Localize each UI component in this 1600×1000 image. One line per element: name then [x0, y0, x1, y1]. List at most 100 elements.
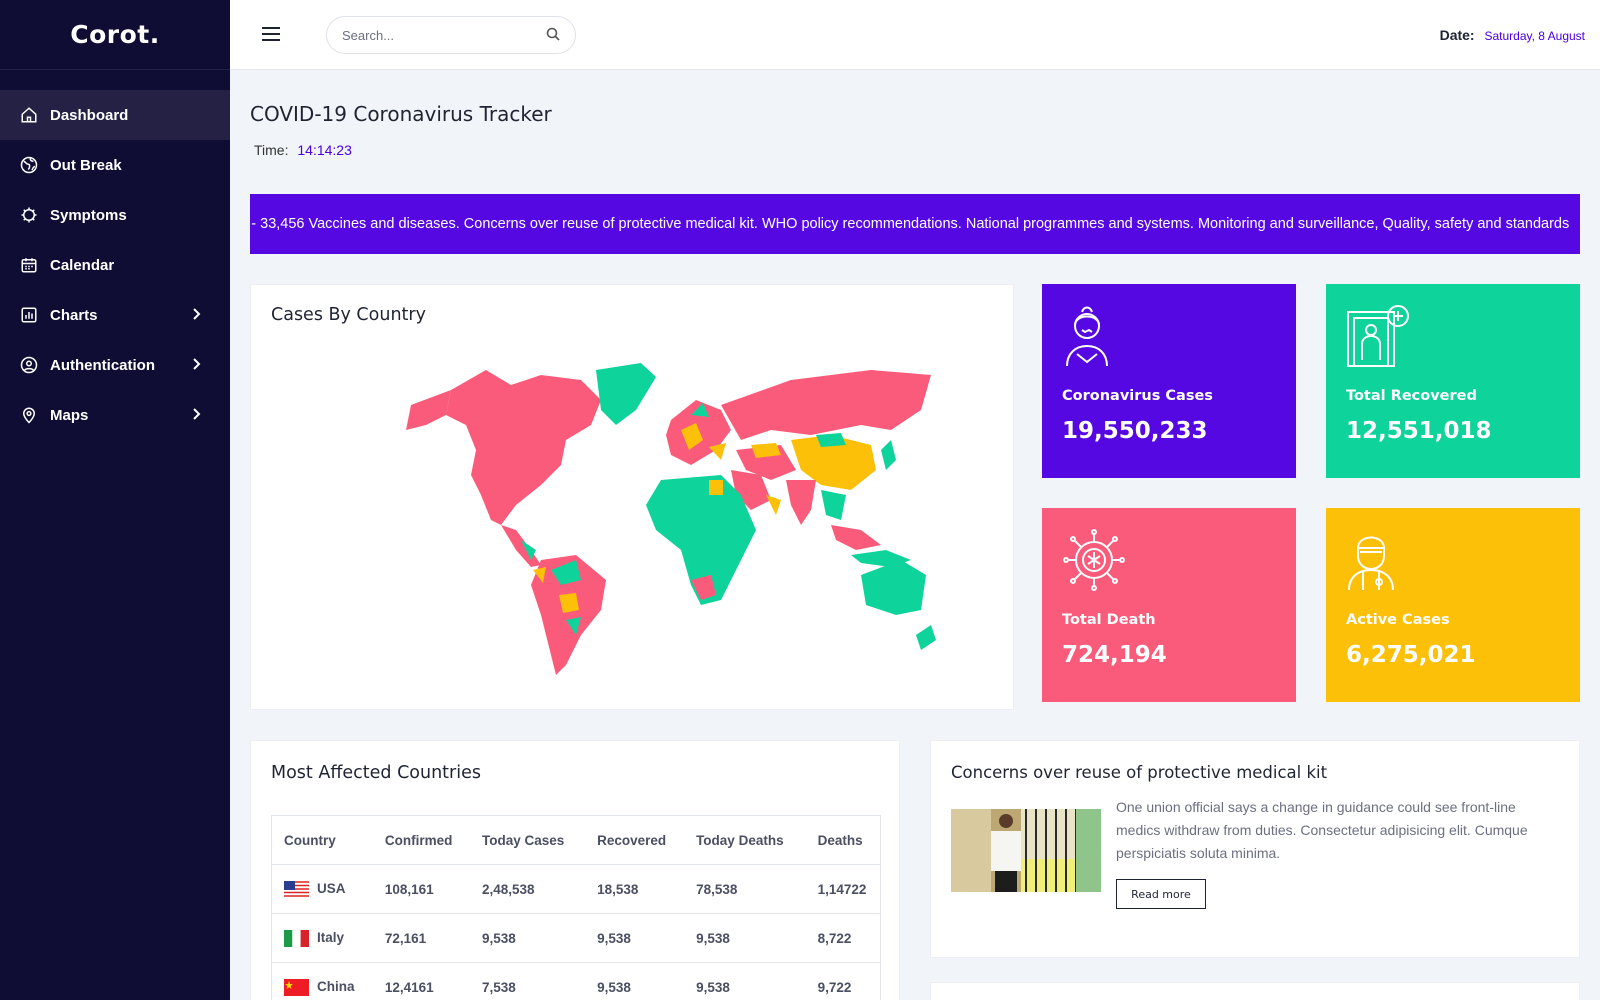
country-name: Italy: [317, 929, 345, 945]
sidebar-item-calendar[interactable]: Calendar: [0, 240, 230, 290]
confirmed-cell: 72,161: [372, 913, 470, 963]
map-region-greenland: [596, 363, 656, 425]
sidebar-nav: Dashboard Out Break Symptoms Calendar Ch…: [0, 70, 230, 440]
coronavirus-cases-card: Coronavirus Cases 19,550,233: [1042, 284, 1296, 478]
news-image[interactable]: [951, 809, 1101, 892]
country-cell: China: [270, 962, 373, 1000]
news-body: One union official says a change in guid…: [1116, 799, 1528, 861]
recovered-cell: 18,538: [585, 864, 685, 914]
recovered-cell: 9,538: [585, 913, 685, 963]
bar-chart-icon: [20, 306, 38, 324]
sidebar-item-label: Calendar: [50, 256, 115, 274]
cases-by-country-card: Cases By Country: [250, 284, 1014, 710]
sidebar-item-authentication[interactable]: Authentication: [0, 340, 230, 390]
recovered-person-icon: [1346, 304, 1410, 373]
virus-icon: [20, 206, 38, 224]
column-header[interactable]: Country: [270, 815, 373, 865]
date-display: Date: Saturday, 8 August: [1440, 27, 1585, 43]
column-header[interactable]: Today Deaths: [684, 815, 806, 865]
time-display: Time: 14:14:23: [254, 142, 352, 158]
date-label: Date:: [1439, 27, 1475, 43]
map-region-africa: [646, 475, 756, 605]
total-recovered-card: Total Recovered 12,551,018: [1326, 284, 1580, 478]
sidebar-item-maps[interactable]: Maps: [0, 390, 230, 440]
globe-icon: [20, 156, 38, 174]
country-cell: USA: [270, 864, 373, 914]
sidebar-item-out-break[interactable]: Out Break: [0, 140, 230, 190]
sidebar-item-charts[interactable]: Charts: [0, 290, 230, 340]
chevron-right-icon: [192, 357, 202, 375]
recovered-cell: 9,538: [585, 962, 685, 1000]
time-label: Time:: [254, 142, 289, 158]
map-region-south-america: [531, 555, 606, 675]
map-region-central-america: [501, 525, 541, 567]
deaths-cell: 8,722: [805, 913, 881, 963]
world-map[interactable]: [391, 355, 961, 685]
search-input[interactable]: [326, 16, 576, 54]
most-affected-countries-card: Most Affected Countries Country Confirme…: [250, 740, 900, 1000]
calendar-icon: [20, 256, 38, 274]
stat-value: 6,275,021: [1346, 642, 1476, 668]
country-name: China: [317, 978, 355, 994]
top-bar: Date: Saturday, 8 August: [230, 0, 1600, 70]
map-region-russia: [721, 370, 931, 440]
country-name: USA: [317, 880, 346, 896]
column-header[interactable]: Deaths: [805, 815, 881, 865]
table-row[interactable]: USA 108,161 2,48,538 18,538 78,538 1,147…: [270, 864, 881, 914]
map-region-china: [791, 435, 876, 490]
stat-value: 724,194: [1062, 642, 1167, 668]
sidebar-item-label: Dashboard: [50, 106, 129, 124]
map-pin-icon: [20, 406, 38, 424]
today-deaths-cell: 78,538: [684, 864, 806, 914]
sidebar-item-symptoms[interactable]: Symptoms: [0, 190, 230, 240]
usa-flag-icon: [284, 880, 309, 898]
stat-label: Active Cases: [1346, 612, 1450, 628]
menu-icon[interactable]: [262, 26, 280, 47]
column-header[interactable]: Today Cases: [469, 815, 586, 865]
card-title: Cases By Country: [271, 305, 426, 325]
home-icon: [20, 106, 38, 124]
sidebar-item-dashboard[interactable]: Dashboard: [0, 90, 230, 140]
table-row[interactable]: China 12,4161 7,538 9,538 9,538 9,722: [270, 962, 881, 1000]
news-ticker: s - 33,456 Vaccines and diseases. Concer…: [250, 194, 1580, 254]
today-cases-cell: 2,48,538: [469, 864, 586, 914]
country-cell: Italy: [270, 913, 373, 963]
sidebar-item-label: Charts: [50, 306, 98, 324]
stat-label: Total Recovered: [1346, 388, 1477, 404]
date-value: Saturday, 8 August: [1484, 29, 1585, 43]
countries-table: Country Confirmed Today Cases Recovered …: [270, 815, 881, 1000]
map-region-north-america: [446, 370, 601, 525]
user-icon: [20, 356, 38, 374]
deaths-cell: 1,14722: [805, 864, 881, 914]
sidebar-item-label: Out Break: [50, 156, 122, 174]
doctor-icon: [1346, 528, 1396, 597]
chevron-right-icon: [192, 307, 202, 325]
chevron-right-icon: [192, 407, 202, 425]
today-deaths-cell: 9,538: [684, 913, 806, 963]
card-title: Most Affected Countries: [271, 763, 481, 783]
sidebar-item-label: Maps: [50, 406, 89, 424]
news-card: Concerns over reuse of protective medica…: [930, 740, 1580, 958]
news-card-secondary: [930, 982, 1580, 1000]
today-deaths-cell: 9,538: [684, 962, 806, 1000]
sidebar-item-label: Symptoms: [50, 206, 127, 224]
deaths-cell: 9,722: [805, 962, 881, 1000]
app-logo[interactable]: Corot.: [0, 0, 230, 70]
confirmed-cell: 12,4161: [372, 962, 470, 1000]
italy-flag-icon: [284, 929, 309, 947]
virus-icon: [1062, 528, 1126, 597]
map-region-australia: [861, 560, 926, 615]
ticker-text: s - 33,456 Vaccines and diseases. Concer…: [250, 216, 1570, 232]
confirmed-cell: 108,161: [372, 864, 470, 914]
news-title[interactable]: Concerns over reuse of protective medica…: [951, 763, 1328, 782]
total-death-card: Total Death 724,194: [1042, 508, 1296, 702]
search-icon[interactable]: [546, 27, 560, 46]
table-row[interactable]: Italy 72,161 9,538 9,538 9,538 8,722: [270, 913, 881, 963]
read-more-button[interactable]: Read more: [1116, 879, 1206, 909]
map-region-india: [786, 480, 816, 525]
column-header[interactable]: Recovered: [585, 815, 685, 865]
china-flag-icon: [284, 978, 309, 996]
column-header[interactable]: Confirmed: [372, 815, 470, 865]
stat-value: 19,550,233: [1062, 418, 1208, 444]
map-region-alaska: [406, 390, 451, 430]
